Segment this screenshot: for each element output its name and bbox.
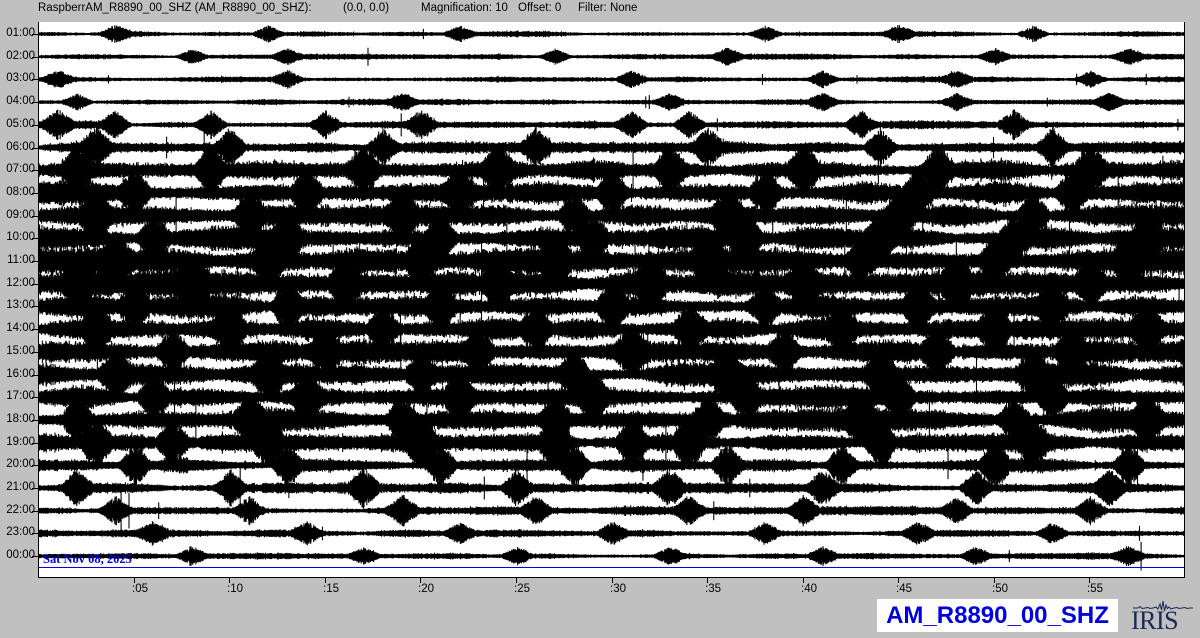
hour-label-20-00: 20:00 xyxy=(6,458,35,471)
hour-label-10-00: 10:00 xyxy=(6,231,35,244)
hour-tick xyxy=(32,510,38,512)
minute-label-25: :25 xyxy=(514,583,530,595)
hour-tick xyxy=(32,465,38,467)
minute-label-10: :10 xyxy=(227,583,243,595)
hour-tick xyxy=(32,488,38,489)
iris-logo-text: IRIS xyxy=(1131,606,1179,635)
header-cursor-coords: (0.0, 0.0) xyxy=(343,2,390,14)
header-bar: RaspberrAM_R8890_00_SHZ (AM_R8890_00_SHZ… xyxy=(0,0,1200,16)
hour-label-08-00: 08:00 xyxy=(6,185,35,198)
minute-label-40: :40 xyxy=(801,583,817,595)
header-channel-title: RaspberrAM_R8890_00_SHZ (AM_R8890_00_SHZ… xyxy=(38,2,312,14)
hour-tick xyxy=(32,419,38,421)
hour-label-09-00: 09:00 xyxy=(6,208,35,221)
hour-label-03-00: 03:00 xyxy=(6,72,35,85)
hour-label-06-00: 06:00 xyxy=(6,140,35,153)
hour-label-23-00: 23:00 xyxy=(6,526,35,539)
hour-tick xyxy=(32,192,38,194)
hour-label-05-00: 05:00 xyxy=(6,117,35,130)
minute-label-45: :45 xyxy=(896,583,912,595)
seismic-trace-canvas xyxy=(39,22,1184,577)
hour-tick xyxy=(32,56,38,58)
hour-tick xyxy=(32,170,38,172)
hour-tick xyxy=(32,351,38,353)
hour-tick xyxy=(32,79,38,81)
hour-label-18-00: 18:00 xyxy=(6,412,35,425)
hour-tick xyxy=(32,329,38,331)
hour-label-01-00: 01:00 xyxy=(6,27,35,39)
minute-label-20: :20 xyxy=(418,583,434,595)
hour-tick xyxy=(32,306,38,308)
hour-label-19-00: 19:00 xyxy=(6,435,35,448)
hour-tick xyxy=(32,124,38,126)
hour-tick xyxy=(32,34,38,35)
station-badge-label: AM_R8890_00_SHZ xyxy=(886,601,1109,629)
hour-tick xyxy=(32,261,38,262)
hour-tick xyxy=(32,556,38,558)
iris-logo: IRIS xyxy=(1131,599,1195,635)
minute-label-50: :50 xyxy=(992,583,1008,595)
header-offset: Offset: 0 xyxy=(518,2,562,14)
minute-label-55: :55 xyxy=(1087,583,1103,595)
header-filter: Filter: None xyxy=(578,2,638,14)
hour-tick xyxy=(32,442,38,444)
hour-label-07-00: 07:00 xyxy=(6,163,35,176)
hour-label-14-00: 14:00 xyxy=(6,322,35,335)
minute-tick xyxy=(803,578,804,583)
hour-axis: 01:00 02:00 03:00 04:00 05:00 06:00 07:00 08:00… xyxy=(0,22,38,578)
hour-tick xyxy=(32,147,38,149)
minute-label-15: :15 xyxy=(323,583,339,595)
minute-tick xyxy=(707,578,708,583)
minute-tick xyxy=(134,578,135,583)
hour-tick xyxy=(32,238,38,240)
iris-waveform-icon xyxy=(1133,600,1193,612)
minute-tick xyxy=(516,578,517,583)
hour-tick xyxy=(32,397,38,399)
minute-tick xyxy=(325,578,326,583)
hour-tick xyxy=(32,283,38,285)
hour-label-02-00: 02:00 xyxy=(6,49,35,62)
station-badge: AM_R8890_00_SHZ xyxy=(877,599,1118,632)
hour-label-17-00: 17:00 xyxy=(6,390,35,403)
hour-label-16-00: 16:00 xyxy=(6,367,35,380)
minute-tick xyxy=(420,578,421,583)
hour-label-00-00: 00:00 xyxy=(6,549,35,562)
minute-tick xyxy=(898,578,899,583)
hour-label-15-00: 15:00 xyxy=(6,344,35,357)
hour-label-04-00: 04:00 xyxy=(6,95,35,108)
hour-label-13-00: 13:00 xyxy=(6,299,35,312)
hour-label-21-00: 21:00 xyxy=(6,481,35,493)
minute-label-30: :30 xyxy=(610,583,626,595)
helicorder-plot[interactable]: Sat Nov 08, 2025 xyxy=(38,22,1185,578)
header-magnification: Magnification: 10 xyxy=(421,2,508,14)
minute-tick xyxy=(994,578,995,583)
hour-label-12-00: 12:00 xyxy=(6,276,35,289)
hour-tick xyxy=(32,102,38,104)
minute-tick xyxy=(229,578,230,583)
minute-label-05: :05 xyxy=(132,583,148,595)
hour-tick xyxy=(32,215,38,217)
minute-tick xyxy=(612,578,613,583)
minute-tick xyxy=(1089,578,1090,583)
minute-axis: :05 :10 :15 :20 :25 :30 :35 :40 :45 :50 :55 xyxy=(0,578,1200,602)
date-baseline xyxy=(39,567,1184,568)
minute-label-35: :35 xyxy=(705,583,721,595)
hour-tick xyxy=(32,374,38,376)
plot-date-label: Sat Nov 08, 2025 xyxy=(43,552,132,566)
hour-label-22-00: 22:00 xyxy=(6,503,35,516)
hour-label-11-00: 11:00 xyxy=(7,254,35,266)
hour-tick xyxy=(32,533,38,535)
